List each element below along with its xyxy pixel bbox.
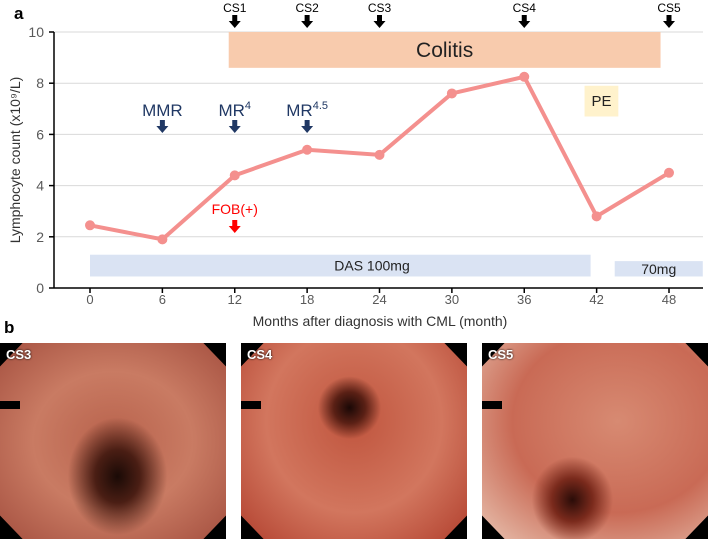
y-tick-label: 6 — [36, 126, 44, 142]
cs-marker-label: CS2 — [295, 1, 319, 15]
data-point — [446, 88, 457, 99]
down-arrow-icon — [373, 15, 386, 28]
band-label: PE — [591, 93, 611, 110]
image-label: CS5 — [488, 347, 514, 362]
response-marker-label: MMR — [142, 101, 183, 120]
band-das-100mg — [90, 254, 591, 277]
data-point — [591, 211, 602, 222]
endoscopy-image-cs4: CS4 — [241, 343, 467, 539]
down-arrow-icon — [228, 120, 241, 133]
y-tick-label: 2 — [36, 229, 44, 245]
cs-marker-label: CS3 — [368, 1, 392, 15]
data-point — [157, 234, 168, 245]
x-tick-label: 24 — [372, 292, 386, 307]
down-arrow-icon — [663, 15, 675, 28]
x-tick-label: 18 — [300, 292, 314, 307]
data-point — [519, 71, 530, 82]
y-tick-label: 0 — [36, 280, 44, 296]
cs-marker-label: CS5 — [657, 1, 681, 15]
down-arrow-icon — [518, 15, 531, 28]
down-arrow-icon — [301, 15, 314, 28]
x-tick-label: 30 — [445, 292, 459, 307]
data-point — [664, 167, 674, 178]
overlay-bar — [482, 401, 502, 409]
x-tick-label: 42 — [589, 292, 603, 307]
down-arrow-icon — [228, 220, 241, 233]
y-tick-label: 4 — [36, 178, 44, 194]
band-label: 70mg — [641, 261, 676, 277]
cs-marker-label: CS4 — [513, 1, 537, 15]
image-label: CS4 — [247, 347, 273, 362]
response-marker-label: MR4.5 — [286, 100, 328, 120]
x-tick-label: 36 — [517, 292, 531, 307]
overlay-bar — [0, 401, 20, 409]
data-point — [374, 149, 385, 160]
y-tick-label: 10 — [28, 24, 44, 40]
y-axis-label: Lymphocyte count (x10⁹/L) — [7, 77, 23, 244]
data-point — [302, 144, 313, 155]
data-point — [229, 170, 240, 181]
down-arrow-icon — [301, 120, 314, 133]
data-point — [85, 220, 95, 231]
band-70mg — [614, 261, 703, 277]
panel-b-label: b — [4, 318, 15, 337]
down-arrow-icon — [156, 120, 169, 133]
y-tick-label: 8 — [36, 75, 44, 91]
superscript: 4 — [245, 100, 251, 112]
image-label: CS3 — [6, 347, 32, 362]
band-label: DAS 100mg — [334, 258, 409, 274]
endoscopy-image-cs5: CS5 — [482, 343, 708, 539]
down-arrow-icon — [228, 15, 241, 28]
x-tick-label: 6 — [159, 292, 166, 307]
cs-marker-label: CS1 — [223, 1, 247, 15]
superscript: 4.5 — [313, 100, 328, 112]
band-colitis — [228, 32, 661, 68]
fob-marker-label: FOB(+) — [212, 201, 258, 217]
x-tick-label: 48 — [662, 292, 676, 307]
band-pe — [584, 85, 619, 117]
endoscopy-image-cs3: CS3 — [0, 343, 226, 539]
x-axis-label: Months after diagnosis with CML (month) — [253, 313, 508, 329]
panel-a-label: a — [14, 4, 24, 23]
x-tick-label: 0 — [86, 292, 93, 307]
x-tick-label: 12 — [228, 292, 242, 307]
overlay-bar — [241, 401, 261, 409]
response-marker-label: MR4 — [218, 100, 251, 120]
band-label: Colitis — [416, 39, 473, 62]
